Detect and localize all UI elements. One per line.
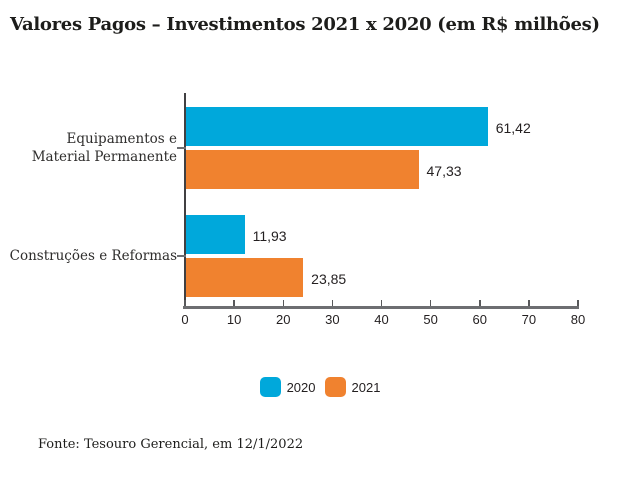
y-axis-line bbox=[184, 93, 186, 308]
x-tick bbox=[380, 300, 383, 306]
bar-2021 bbox=[186, 150, 419, 189]
bar-2021 bbox=[186, 258, 304, 297]
category-label-line: Material Permanente bbox=[31, 149, 177, 165]
bar-value-label: 23,85 bbox=[311, 270, 347, 287]
source-note: Fonte: Tesouro Gerencial, em 12/1/2022 bbox=[38, 437, 304, 452]
chart-title: Valores Pagos – Investimentos 2021 x 202… bbox=[10, 14, 600, 35]
legend-item-2020: 2020 bbox=[259, 377, 316, 397]
x-tick-label: 10 bbox=[226, 312, 242, 327]
category-tick bbox=[177, 254, 186, 257]
legend: 2020 2021 bbox=[0, 377, 640, 397]
category-label: Construções e Reformas bbox=[10, 247, 177, 265]
x-tick-label: 60 bbox=[472, 312, 487, 327]
x-tick bbox=[429, 300, 432, 306]
x-tick-label: 70 bbox=[521, 312, 537, 327]
legend-label: 2020 bbox=[286, 379, 316, 395]
category-tick bbox=[177, 146, 186, 149]
x-tick-label: 50 bbox=[423, 312, 438, 327]
x-tick bbox=[331, 300, 334, 306]
category-label: Equipamentos e Material Permanente bbox=[32, 130, 177, 166]
legend-label: 2021 bbox=[351, 379, 381, 395]
x-tick-label: 20 bbox=[276, 312, 291, 327]
x-axis-line bbox=[183, 306, 579, 309]
legend-swatch bbox=[324, 377, 346, 397]
x-tick-label: 0 bbox=[181, 312, 189, 327]
category-label-line: Equipamentos e bbox=[66, 131, 177, 147]
x-tick-label: 80 bbox=[570, 312, 586, 327]
x-tick bbox=[528, 300, 530, 306]
x-tick-label: 30 bbox=[325, 312, 340, 327]
x-tick bbox=[577, 300, 579, 306]
x-tick bbox=[233, 300, 235, 306]
legend-item-2021: 2021 bbox=[324, 377, 381, 397]
bar-2020 bbox=[186, 107, 488, 146]
bar-value-label: 47,33 bbox=[426, 162, 462, 179]
bar-2020 bbox=[186, 215, 245, 254]
bar-value-label: 61,42 bbox=[495, 119, 531, 136]
x-tick-label: 40 bbox=[374, 312, 389, 327]
bar-value-label: 11,93 bbox=[252, 227, 287, 244]
category-label-line: Construções e Reformas bbox=[9, 248, 177, 264]
x-tick bbox=[184, 300, 186, 306]
x-tick bbox=[479, 300, 481, 306]
legend-swatch bbox=[259, 377, 281, 397]
x-tick bbox=[282, 300, 284, 306]
